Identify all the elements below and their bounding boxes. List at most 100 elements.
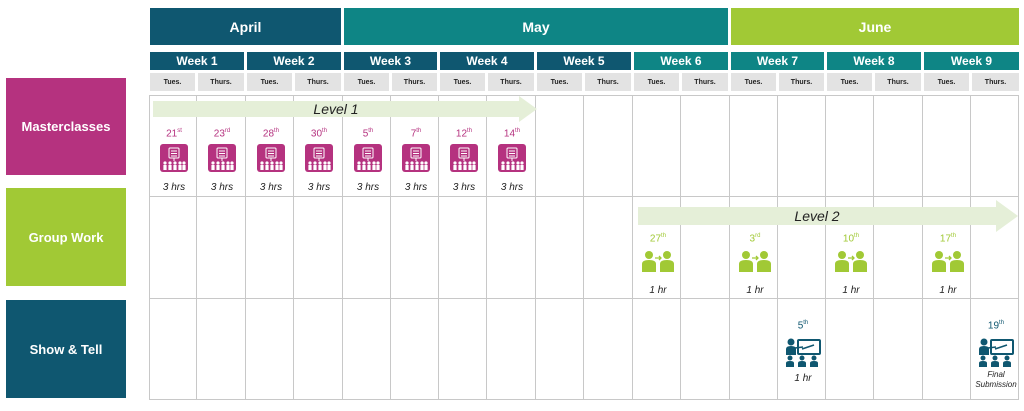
- date-suffix: rd: [224, 128, 231, 134]
- masterclass-duration: 3 hrs: [404, 182, 428, 193]
- masterclass-date: 12th: [440, 128, 488, 139]
- masterclass-presenter-icon: [150, 143, 198, 173]
- date-day: 14: [503, 128, 516, 140]
- masterclass-duration: 3 hrs: [500, 182, 524, 193]
- week-label: Week 4: [466, 54, 508, 68]
- show-tell-duration: 1 hr: [794, 373, 812, 384]
- grid-column-line: [486, 95, 487, 400]
- grid-column-line: [535, 95, 536, 400]
- grid-column-line: [293, 95, 294, 400]
- date-day: 5: [797, 320, 804, 332]
- day-header: Tues.: [924, 73, 969, 91]
- date-day: 7: [410, 128, 417, 140]
- masterclass-presenter-icon: [344, 143, 392, 173]
- grid-column-line: [680, 95, 681, 400]
- grid-column-line: [438, 95, 439, 400]
- day-header: Tues.: [537, 73, 582, 91]
- grid-divider: [149, 298, 1019, 299]
- date-day: 27: [649, 233, 662, 245]
- grid-column-line: [390, 95, 391, 400]
- group-meeting-icon: [827, 248, 875, 274]
- row-label-group-work: Group Work: [6, 188, 126, 286]
- week-header-1: Week 1: [150, 52, 244, 70]
- grid-divider: [149, 196, 1019, 197]
- masterclass-date: 5th: [344, 128, 392, 139]
- date-suffix: rd: [755, 233, 761, 239]
- month-label: June: [858, 18, 892, 35]
- masterclass-date: 30th: [295, 128, 343, 139]
- day-header: Thurs.: [972, 73, 1019, 91]
- week-label: Week 5: [563, 54, 605, 68]
- date-day: 5: [362, 128, 369, 140]
- group-work-date: 10th: [827, 233, 875, 244]
- day-header: Thurs.: [295, 73, 341, 91]
- month-header-june: June: [731, 8, 1019, 45]
- group-work-date: 3rd: [731, 233, 779, 244]
- masterclass-date: 21st: [150, 128, 198, 139]
- show-tell-date: 5th: [779, 320, 827, 331]
- date-day: 12: [455, 128, 468, 140]
- date-suffix: th: [803, 320, 809, 326]
- masterclass-presenter-icon: [247, 143, 295, 173]
- level-1-arrow: [153, 96, 537, 122]
- date-suffix: th: [661, 233, 667, 239]
- row-label-text: Group Work: [28, 229, 104, 245]
- date-day: 19: [987, 320, 1000, 332]
- row-label-masterclasses: Masterclasses: [6, 78, 126, 175]
- month-label: April: [229, 18, 262, 35]
- date-day: 3: [749, 233, 756, 245]
- grid-column-line: [196, 95, 197, 400]
- group-work-date: 17th: [924, 233, 972, 244]
- masterclass-duration: 3 hrs: [259, 182, 283, 193]
- week-header-7: Week 7: [731, 52, 824, 70]
- masterclass-duration: 3 hrs: [452, 182, 476, 193]
- week-header-9: Week 9: [924, 52, 1019, 70]
- date-suffix: th: [951, 233, 957, 239]
- day-header: Thurs.: [488, 73, 534, 91]
- week-header-4: Week 4: [440, 52, 534, 70]
- grid-column-line: [970, 95, 971, 400]
- date-day: 28: [262, 128, 275, 140]
- date-suffix: th: [467, 128, 473, 134]
- grid-column-line: [245, 95, 246, 400]
- masterclass-presenter-icon: [295, 143, 343, 173]
- week-label: Week 3: [369, 54, 412, 68]
- day-header: Tues.: [634, 73, 679, 91]
- group-meeting-icon: [634, 248, 682, 274]
- date-day: 23: [213, 128, 225, 140]
- group-work-duration: 1 hr: [939, 285, 957, 296]
- presentation-icon: [972, 335, 1020, 369]
- week-label: Week 2: [273, 54, 315, 68]
- masterclass-presenter-icon: [488, 143, 536, 173]
- date-suffix: th: [515, 128, 521, 134]
- masterclass-date: 28th: [247, 128, 295, 139]
- week-header-3: Week 3: [344, 52, 437, 70]
- date-day: 21: [166, 128, 178, 140]
- group-work-duration: 1 hr: [842, 285, 860, 296]
- group-meeting-icon: [924, 248, 972, 274]
- day-header: Tues.: [247, 73, 292, 91]
- grid-column-line: [729, 95, 730, 400]
- grid-column-line: [873, 95, 874, 400]
- date-suffix: th: [416, 128, 422, 134]
- group-work-duration: 1 hr: [649, 285, 667, 296]
- day-header: Thurs.: [198, 73, 244, 91]
- day-header: Thurs.: [682, 73, 728, 91]
- schedule-grid: [149, 95, 1019, 400]
- week-label: Week 8: [853, 54, 895, 68]
- grid-column-line: [777, 95, 778, 400]
- row-label-text: Masterclasses: [21, 119, 111, 134]
- date-day: 10: [842, 233, 855, 245]
- grid-column-line: [342, 95, 343, 400]
- masterclass-duration: 3 hrs: [162, 182, 186, 193]
- date-day: 30: [310, 128, 323, 140]
- masterclass-presenter-icon: [440, 143, 488, 173]
- grid-column-line: [583, 95, 584, 400]
- month-header-may: May: [344, 8, 728, 45]
- week-header-8: Week 8: [827, 52, 921, 70]
- date-day: 17: [939, 233, 952, 245]
- masterclass-presenter-icon: [392, 143, 440, 173]
- week-label: Week 1: [176, 54, 218, 68]
- date-suffix: st: [177, 128, 182, 134]
- presentation-icon: [779, 335, 827, 369]
